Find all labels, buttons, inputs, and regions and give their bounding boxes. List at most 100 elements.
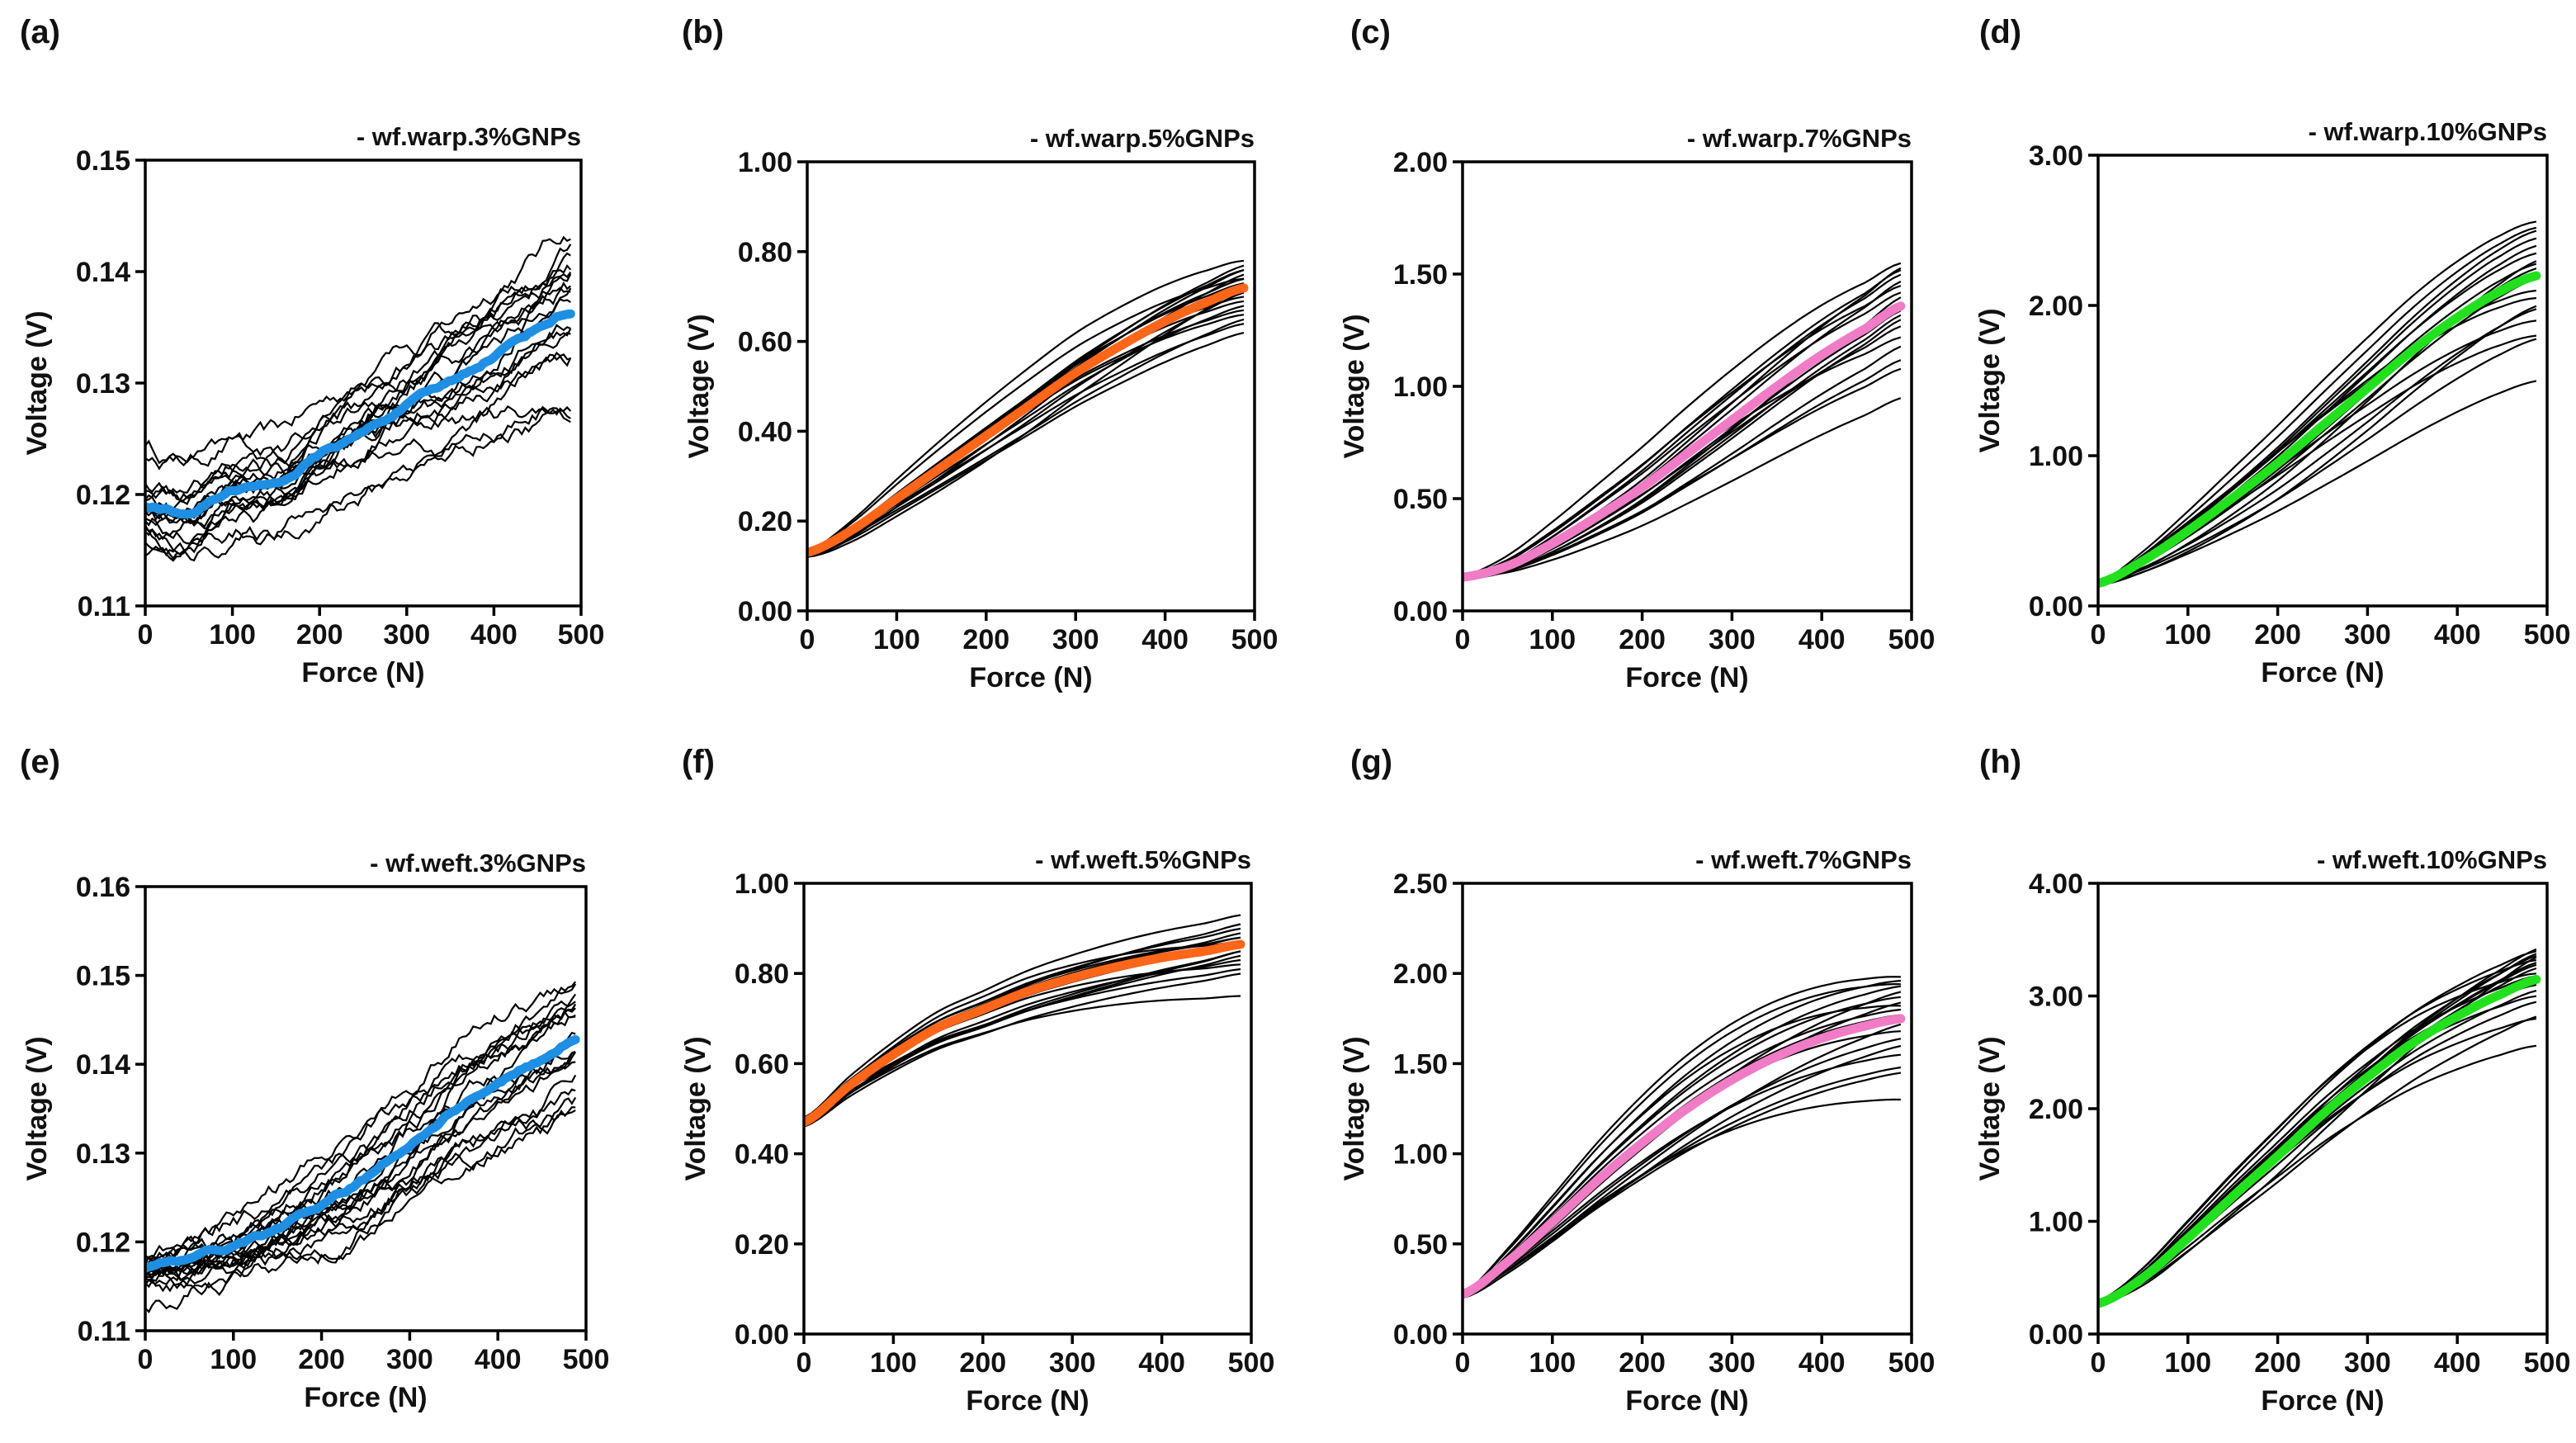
plot-frame xyxy=(1461,882,1913,1336)
legend-label: - wf.warp.3%GNPs xyxy=(357,122,581,151)
data-trace xyxy=(1463,1044,1902,1299)
data-trace xyxy=(145,993,577,1275)
x-tick-label: 100 xyxy=(209,619,256,651)
y-tick-label: 3.00 xyxy=(2029,982,2083,1013)
y-tick-label: 0.11 xyxy=(78,1316,130,1347)
x-tick-label: 200 xyxy=(959,1347,1006,1379)
y-tick-label: 0.20 xyxy=(735,1229,789,1261)
data-trace xyxy=(804,950,1241,1128)
y-axis-label: Voltage (V) xyxy=(1974,308,2006,452)
legend-label: - wf.warp.7%GNPs xyxy=(1687,124,1912,153)
panel-label: (a) xyxy=(20,14,60,50)
y-tick-label: 1.00 xyxy=(735,868,789,900)
y-tick-label: 0.13 xyxy=(76,368,130,400)
panel-label: (e) xyxy=(20,744,60,780)
mean-curve xyxy=(2098,271,2541,589)
x-tick-label: 0 xyxy=(138,1344,154,1375)
data-trace xyxy=(2098,975,2537,1303)
x-tick-label: 200 xyxy=(2254,1347,2301,1379)
x-axis-label: Force (N) xyxy=(1625,662,1748,693)
data-trace xyxy=(1463,1072,1902,1296)
data-trace xyxy=(145,1096,577,1278)
legend-label: - wf.warp.10%GNPs xyxy=(2309,117,2547,146)
legend-label: - wf.weft.10%GNPs xyxy=(2317,845,2547,874)
data-trace xyxy=(2098,296,2537,584)
x-tick-label: 300 xyxy=(383,619,430,651)
y-tick-label: 0.40 xyxy=(735,1139,789,1171)
panel-label: (c) xyxy=(1350,14,1391,50)
legend-label: - wf.weft.3%GNPs xyxy=(370,849,586,878)
data-trace xyxy=(2098,1044,2537,1307)
plot-area xyxy=(804,914,1245,1128)
x-tick-label: 200 xyxy=(1619,1347,1666,1379)
data-trace xyxy=(2098,220,2537,584)
y-axis-label: Voltage (V) xyxy=(1339,314,1370,458)
data-trace xyxy=(1463,1098,1901,1299)
y-tick-label: 0.20 xyxy=(738,506,792,537)
data-trace xyxy=(1463,262,1902,579)
y-tick-label: 4.00 xyxy=(2029,868,2083,900)
legend-label: - wf.warp.5%GNPs xyxy=(1030,124,1255,153)
data-trace xyxy=(145,1010,576,1277)
chart-panel: (b) 0 100 200 300 400 500 0.00 0.20 0.40 0.60 0.80 1… xyxy=(682,14,1278,693)
data-trace xyxy=(807,259,1245,554)
x-tick-label: 500 xyxy=(1888,1347,1936,1379)
x-tick-label: 300 xyxy=(1709,1347,1756,1379)
x-tick-label: 500 xyxy=(2524,619,2571,651)
data-trace xyxy=(145,331,571,519)
chart-panel: (f) 0 100 200 300 400 500 0.00 0.20 0.40 0.60 0.80 1… xyxy=(680,744,1274,1417)
chart-panel: (a) 0 100 200 300 400 500 0.11 0.12 0.13 0.14 0.15 F… xyxy=(20,14,604,688)
data-trace xyxy=(2098,963,2537,1302)
plot-frame xyxy=(1461,160,1913,613)
y-tick-label: 0.50 xyxy=(1393,1229,1448,1261)
y-tick-label: 2.00 xyxy=(1393,958,1448,990)
x-tick-label: 0 xyxy=(138,619,154,651)
data-trace xyxy=(807,291,1245,554)
chart-panel: (d) 0 100 200 300 400 500 0.00 1.00 2.00 3.00 Force… xyxy=(1974,14,2570,688)
mean-curve xyxy=(1463,301,1906,582)
y-tick-label: 0.80 xyxy=(738,237,792,268)
data-trace xyxy=(1463,269,1902,579)
panel-label: (d) xyxy=(1979,14,2021,50)
y-tick-label: 1.00 xyxy=(2029,1207,2083,1238)
panel-label: (b) xyxy=(682,14,724,50)
y-tick-label: 0.00 xyxy=(735,1319,789,1351)
x-tick-label: 100 xyxy=(1529,624,1576,655)
y-tick-label: 2.00 xyxy=(2029,1094,2083,1125)
chart-panel: (e) 0 100 200 300 400 500 0.11 0.12 0.13 0.14 0.15 0… xyxy=(20,744,609,1413)
x-tick-label: 200 xyxy=(296,619,343,651)
y-tick-label: 0.00 xyxy=(1393,1319,1448,1351)
data-trace xyxy=(804,995,1241,1124)
data-trace xyxy=(2098,1015,2537,1303)
y-tick-label: 0.16 xyxy=(76,872,130,903)
data-trace xyxy=(145,1051,577,1277)
plot-area xyxy=(145,981,580,1314)
panel-label: (g) xyxy=(1350,744,1392,780)
plot-area xyxy=(1463,262,1906,582)
data-trace xyxy=(1463,982,1901,1295)
x-tick-label: 0 xyxy=(2091,1347,2106,1379)
y-tick-label: 1.50 xyxy=(1393,1048,1448,1080)
y-tick-label: 2.00 xyxy=(2029,291,2083,322)
y-axis-label: Voltage (V) xyxy=(1339,1036,1370,1180)
y-tick-label: 0.40 xyxy=(738,416,792,447)
data-trace xyxy=(804,936,1241,1124)
data-trace xyxy=(145,353,572,562)
y-tick-label: 0.00 xyxy=(738,596,792,627)
y-tick-label: 0.00 xyxy=(2029,1319,2083,1351)
y-tick-label: 0.15 xyxy=(76,961,130,992)
y-tick-label: 0.12 xyxy=(76,1227,130,1258)
x-tick-label: 500 xyxy=(1231,624,1279,655)
data-trace xyxy=(1463,359,1902,579)
y-tick-label: 2.50 xyxy=(1393,868,1448,900)
y-tick-label: 1.00 xyxy=(738,147,792,178)
x-tick-label: 400 xyxy=(1141,624,1189,655)
x-tick-label: 0 xyxy=(1455,1347,1471,1379)
x-axis-label: Force (N) xyxy=(2261,657,2384,688)
x-tick-label: 200 xyxy=(1619,624,1666,655)
y-tick-label: 0.12 xyxy=(76,480,130,511)
mean-curve xyxy=(807,283,1249,557)
mean-curve xyxy=(1463,1014,1906,1299)
x-tick-label: 500 xyxy=(1228,1347,1275,1379)
